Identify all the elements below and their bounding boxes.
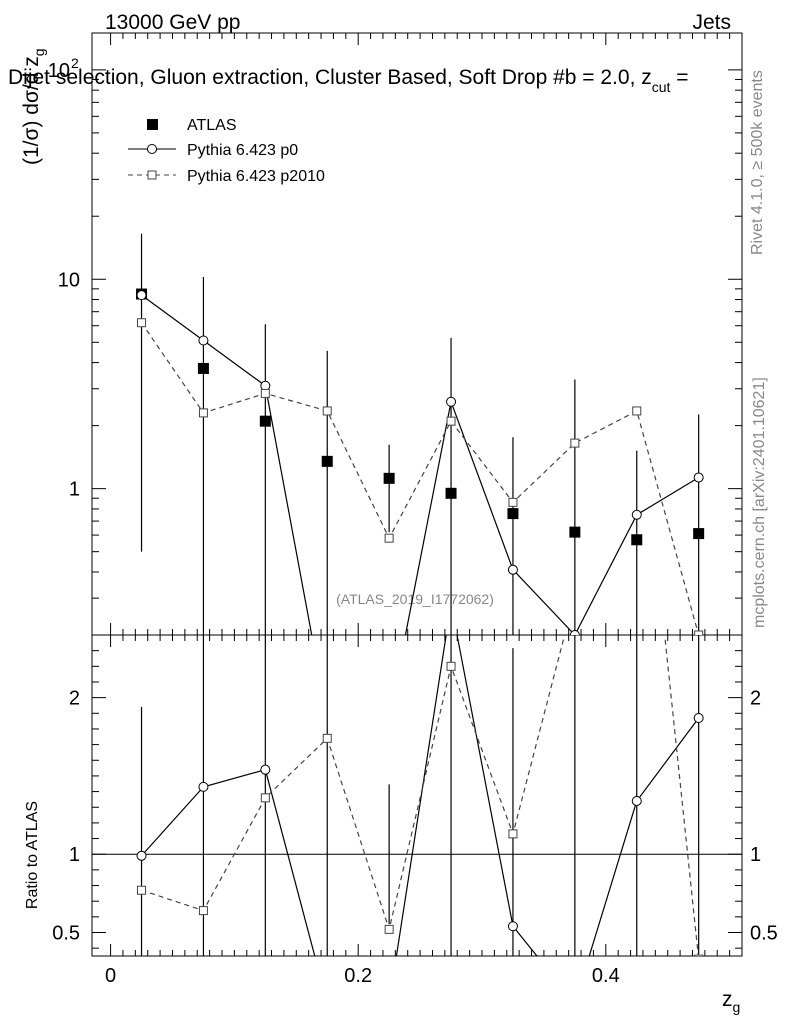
ratio-p2010-point: [694, 954, 704, 956]
plot-title-end: =: [670, 66, 688, 89]
ratio-p0-point: [198, 781, 209, 792]
y-tick-label: 10: [58, 269, 80, 291]
ratio-axis-title: Ratio to ATLAS: [24, 801, 41, 909]
atlas-point: [507, 508, 519, 520]
ratio-p0-point: [136, 850, 147, 861]
main-series-group: [136, 233, 705, 723]
ratio-p0-point: [631, 795, 642, 806]
legend-marker-atlas: [147, 119, 158, 130]
y-axis-title: (1/σ) dσ/d zg: [20, 48, 47, 165]
ratio-p0-line: [141, 635, 700, 956]
p0-point: [507, 564, 518, 575]
p2010-point: [384, 533, 394, 543]
plot-title-sub: cut: [652, 79, 671, 95]
y-tick-label: 10: [48, 60, 70, 82]
ratio-p2010-point: [260, 793, 270, 803]
data-series: [136, 233, 705, 1007]
y-tick-label-exponent: 2: [71, 55, 79, 71]
x-axis-title: zg: [722, 988, 740, 1015]
ratio-p2010-point: [137, 885, 147, 895]
p0-point: [136, 290, 147, 301]
ratio-plot-frame: [91, 634, 743, 957]
ratio-p0-point: [693, 712, 704, 723]
legend: ATLAS Pythia 6.423 p0 Pythia 6.423 p2010: [128, 117, 325, 185]
plot-title: Dijet selection, Gluon extraction, Clust…: [8, 66, 689, 95]
p0-point: [446, 396, 457, 407]
ratio-tick-label-right: 1: [750, 844, 761, 866]
p0-point: [631, 509, 642, 520]
legend-marker-p0: [147, 144, 157, 154]
p2010-point: [446, 416, 456, 426]
ratio-p2010-point: [633, 365, 641, 373]
ratio-p0-point: [323, 998, 332, 1007]
x-tick-label: 0: [105, 965, 116, 987]
p0-point: [569, 630, 580, 635]
p2010-point: [260, 388, 270, 398]
atlas-point: [693, 528, 705, 540]
legend-label-atlas: ATLAS: [187, 117, 237, 134]
ratio-tick-label-right: 0.5: [750, 923, 778, 945]
ratio-p0-point: [507, 921, 518, 932]
legend-label-p2010: Pythia 6.423 p2010: [187, 168, 325, 185]
p2010-point: [198, 408, 208, 418]
legend-label-p0: Pythia 6.423 p0: [187, 142, 298, 159]
series-p2010-line: [141, 322, 700, 635]
ratio-p0-point: [570, 998, 579, 1007]
ratio-p0-point: [385, 998, 394, 1007]
header-right-label: Jets: [692, 11, 731, 34]
mcplots-label: mcplots.cern.ch [arXiv:2401.10621]: [751, 377, 768, 628]
atlas-point: [445, 487, 457, 499]
atlas-point: [321, 455, 333, 467]
ratio-p2010-point: [322, 733, 332, 743]
ratio-p2010-point: [198, 906, 208, 916]
x-tick-label: 0.4: [592, 965, 620, 987]
p2010-point: [570, 438, 580, 448]
p0-point: [198, 335, 209, 346]
atlas-point: [383, 472, 395, 484]
p2010-point: [694, 630, 704, 635]
rivet-version-label: Rivet 4.1.0, ≥ 500k events: [749, 70, 766, 255]
p0-point: [693, 472, 704, 483]
ratio-p0-point: [260, 764, 271, 775]
p2010-point: [137, 318, 147, 328]
plot-title-main: Dijet selection, Gluon extraction, Clust…: [8, 66, 652, 89]
ratio-p2010-line: [141, 635, 699, 956]
atlas-point: [197, 362, 209, 374]
ratio-p2010-point: [508, 829, 518, 839]
p2010-point: [632, 406, 642, 416]
x-axis-title-sub: g: [733, 999, 741, 1015]
y-axis-title-sub: g: [31, 48, 47, 56]
y-tick-label: 1: [69, 479, 80, 501]
atlas-point: [631, 534, 643, 546]
p0-point: [385, 714, 394, 723]
series-p0-line: [141, 294, 699, 635]
ratio-series-group: [136, 365, 704, 1007]
x-tick-label: 0.2: [344, 965, 372, 987]
y-axis-title-main: (1/σ) dσ/d z: [20, 56, 43, 165]
p2010-point: [322, 406, 332, 416]
atlas-point: [259, 415, 271, 427]
ratio-tick-label: 2: [69, 688, 80, 710]
atlas-point: [569, 526, 581, 538]
ratio-p2010-point: [446, 661, 456, 671]
svg-text:(1/σ) dσ/d zg: (1/σ) dσ/d zg: [20, 48, 47, 165]
ratio-tick-label: 1: [69, 844, 80, 866]
p2010-point: [508, 497, 518, 507]
legend-marker-p2010: [147, 170, 157, 180]
ratio-tick-label: 0.5: [52, 923, 80, 945]
analysis-id-watermark: (ATLAS_2019_I1772062): [336, 591, 494, 607]
ratio-p2010-point: [384, 924, 394, 934]
ratio-tick-label-right: 2: [750, 688, 761, 710]
header-left-label: 13000 GeV pp: [105, 11, 240, 34]
